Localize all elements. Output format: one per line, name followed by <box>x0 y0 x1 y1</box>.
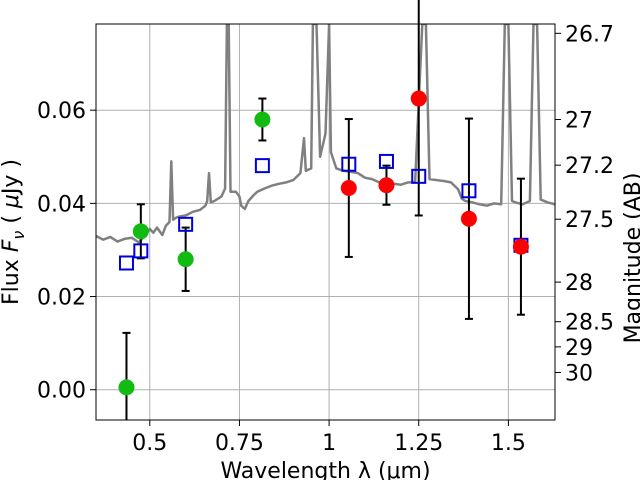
model-square-point <box>133 243 149 259</box>
x-axis-label: Wavelength λ (μm) <box>220 459 430 480</box>
y-axis-label-part: ν <box>9 231 28 240</box>
right-tick-label: 28 <box>565 271 593 296</box>
y-axis-label-part: ( <box>0 208 24 231</box>
y-axis-label-part: μ <box>0 194 24 209</box>
right-tick-label: 28.5 <box>565 311 614 336</box>
data-markers <box>118 90 529 396</box>
y-axis-label-part: F <box>0 239 24 252</box>
red-data-point <box>378 177 395 194</box>
green-data-point <box>254 111 271 128</box>
model-square-point <box>411 168 427 184</box>
green-data-point <box>118 379 135 396</box>
green-data-point <box>132 223 149 240</box>
sed-model-layer <box>96 24 555 244</box>
right-tick-label: 29 <box>565 336 593 361</box>
x-tick-label: 0.75 <box>215 431 264 456</box>
y-tick-label: 0.06 <box>37 99 86 124</box>
sed-model-line <box>96 24 555 244</box>
x-tick-label: 1 <box>322 431 336 456</box>
error-bars <box>122 0 525 420</box>
plot-frame <box>95 23 556 421</box>
model-square-point <box>178 216 194 232</box>
model-square-point <box>341 156 357 172</box>
axis-ticks: 0.5 0.75 1 1.25 1.5 0.00 0.02 0.04 0.06 26.7 27 27.… <box>37 22 614 456</box>
right-tick-label: 27.2 <box>565 154 614 179</box>
x-tick-label: 1.25 <box>394 431 443 456</box>
model-square-point <box>461 183 477 199</box>
right-tick-label: 27.5 <box>565 208 614 233</box>
y-axis-label-part: Jy ) <box>0 159 24 196</box>
y-tick-label: 0.02 <box>37 286 86 311</box>
red-data-point <box>460 210 477 227</box>
y-tick-label: 0.04 <box>37 192 86 217</box>
grid-lines <box>96 24 555 420</box>
x-tick-label: 1.5 <box>491 431 526 456</box>
model-square-point <box>118 255 134 271</box>
y-axis-label: Flux Fν ( μJy ) <box>0 159 28 305</box>
model-square-point <box>254 158 270 174</box>
green-data-point <box>177 251 194 268</box>
right-tick-label: 26.7 <box>565 22 614 47</box>
x-tick-label: 0.5 <box>132 431 167 456</box>
red-data-point <box>340 179 357 196</box>
red-data-point <box>512 238 529 255</box>
y-axis-label-part: Flux <box>0 252 24 305</box>
right-tick-label: 27 <box>565 109 593 134</box>
red-data-point <box>410 90 427 107</box>
y-tick-label: 0.00 <box>37 379 86 404</box>
right-tick-label: 30 <box>565 361 593 386</box>
model-square-point <box>378 153 394 169</box>
right-axis-label: Magnitude (AB) <box>621 173 640 344</box>
